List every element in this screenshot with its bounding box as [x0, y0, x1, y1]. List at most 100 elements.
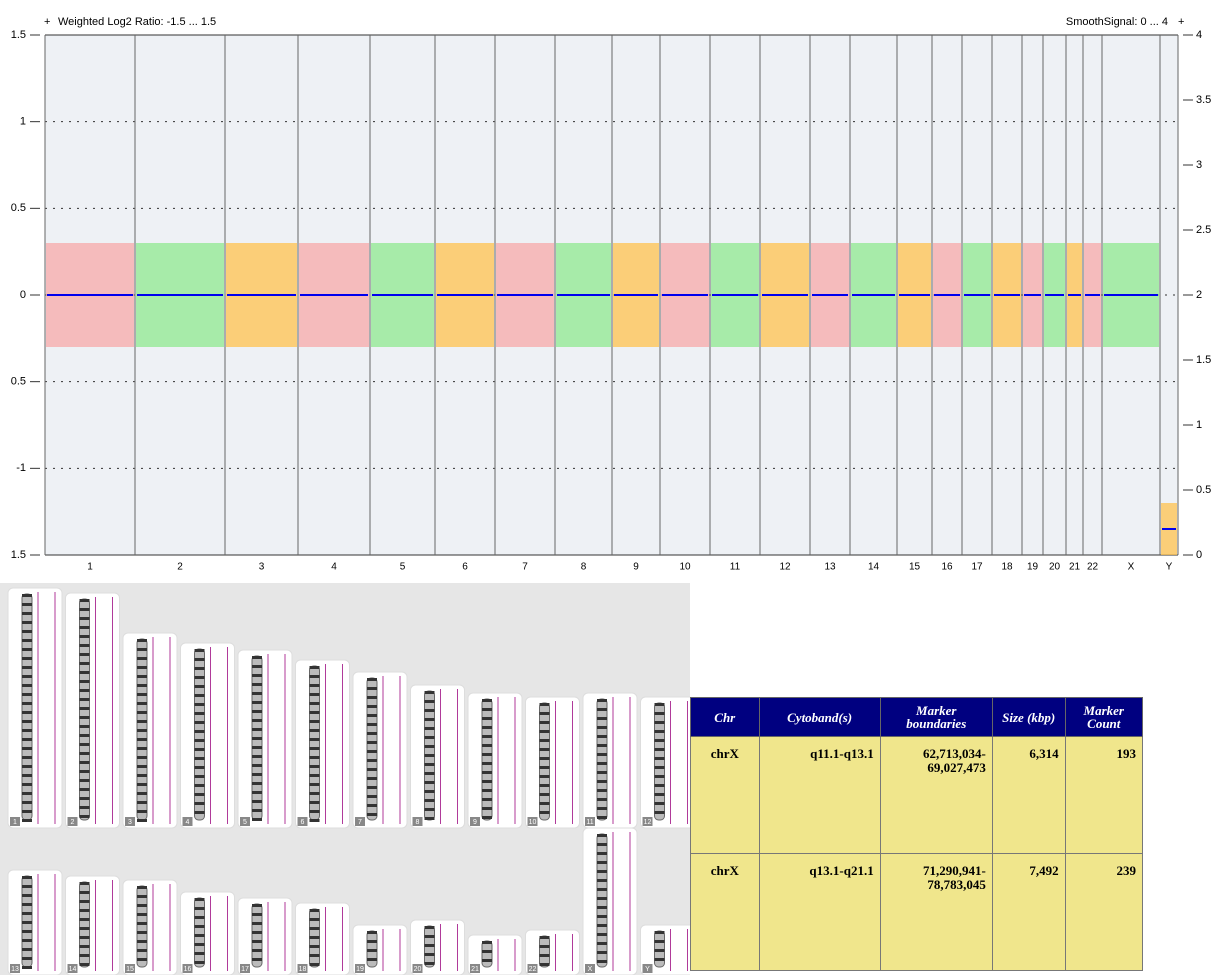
y-tick-label: 0.5: [11, 376, 26, 388]
band: [137, 720, 147, 723]
band: [424, 736, 435, 739]
chromosome-label: 15: [126, 966, 134, 973]
band: [654, 931, 665, 934]
band: [137, 895, 147, 898]
band: [22, 657, 32, 660]
band: [654, 757, 665, 760]
band: [194, 802, 205, 805]
band: [424, 935, 435, 938]
band: [194, 667, 205, 670]
band: [654, 958, 665, 961]
band: [424, 808, 435, 811]
band: [482, 726, 492, 729]
band: [597, 942, 607, 945]
chromosome-label: 12: [644, 819, 652, 826]
band: [22, 894, 32, 897]
band: [309, 918, 320, 921]
band: [194, 649, 205, 652]
band: [597, 708, 607, 711]
band: [367, 958, 377, 961]
band: [539, 936, 550, 939]
y2-tick-label: 0: [1196, 549, 1202, 561]
table-cell: 239: [1064, 853, 1144, 971]
band: [22, 702, 32, 705]
band: [367, 931, 377, 934]
band: [252, 746, 262, 749]
band: [137, 904, 147, 907]
band: [79, 707, 90, 710]
label-box: [297, 964, 308, 973]
band: [22, 885, 32, 888]
band: [79, 770, 90, 773]
band: [252, 800, 262, 803]
band: [309, 720, 320, 723]
chromosome-label: 5: [243, 819, 247, 826]
band: [597, 699, 607, 702]
band: [79, 671, 90, 674]
band: [137, 801, 147, 804]
label-box: [240, 964, 250, 973]
band: [539, 757, 550, 760]
band: [539, 739, 550, 742]
label-box: [10, 964, 20, 973]
band: [194, 712, 205, 715]
table-cell: 7,492: [991, 853, 1066, 971]
band: [597, 924, 607, 927]
band: [482, 753, 492, 756]
expand-button[interactable]: +: [1178, 16, 1184, 28]
expand-button[interactable]: +: [44, 16, 50, 28]
band: [482, 959, 492, 962]
band: [309, 801, 320, 804]
label-box: [10, 817, 20, 826]
label-box: [182, 964, 193, 973]
band: [137, 774, 147, 777]
band: [137, 922, 147, 925]
band: [597, 834, 607, 837]
band: [252, 656, 262, 659]
y2-tick-label: 3: [1196, 159, 1202, 171]
band: [79, 680, 90, 683]
band: [79, 882, 90, 885]
column-header: Cytoband(s): [758, 697, 881, 737]
y2-axis-label: SmoothSignal: 0 ... 4: [1066, 16, 1168, 28]
band: [539, 945, 550, 948]
chromosome-label: 13: [11, 966, 19, 973]
band: [137, 702, 147, 705]
band: [22, 738, 32, 741]
chromosome-card: [65, 875, 120, 975]
band: [79, 689, 90, 692]
column-header: Marker Count: [1064, 697, 1144, 737]
chromosome: [136, 885, 148, 968]
chart: + Weighted Log2 Ratio: -1.5 ... 1.5 Smoo…: [11, 16, 1212, 573]
x-tick-label: 18: [1001, 562, 1013, 573]
band: [194, 703, 205, 706]
chromosome-label: 4: [186, 819, 190, 826]
band: [482, 798, 492, 801]
band: [79, 806, 90, 809]
chromosome-label: 1: [13, 819, 17, 826]
x-tick-label: 12: [779, 562, 791, 573]
band: [252, 818, 262, 821]
band: [194, 694, 205, 697]
band: [22, 648, 32, 651]
band: [22, 912, 32, 915]
band: [22, 675, 32, 678]
table-cell: 6,314: [991, 736, 1066, 854]
y2-tick-label: 2.5: [1196, 224, 1211, 236]
band: [137, 729, 147, 732]
chromosome-label: X: [588, 966, 593, 973]
band: [79, 725, 90, 728]
band: [597, 753, 607, 756]
band: [252, 674, 262, 677]
chromosome-card: [640, 924, 690, 975]
band: [367, 678, 377, 681]
band: [22, 966, 32, 969]
chromosome-label: 20: [414, 966, 422, 973]
band: [22, 921, 32, 924]
band: [539, 712, 550, 715]
band: [539, 775, 550, 778]
y2-tick-label: 2: [1196, 289, 1202, 301]
band: [194, 961, 205, 964]
band: [252, 764, 262, 767]
band: [482, 941, 492, 944]
